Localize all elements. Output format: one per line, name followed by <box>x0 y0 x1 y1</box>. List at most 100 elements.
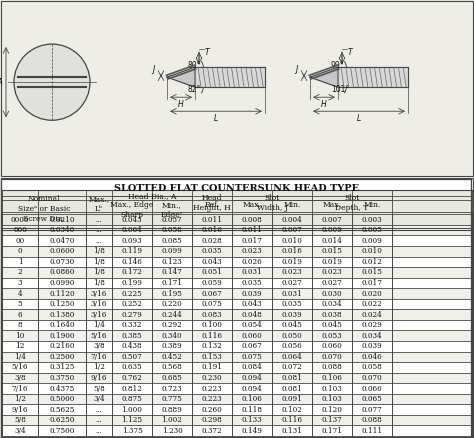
Text: 0.116: 0.116 <box>282 416 302 424</box>
Text: 0.004: 0.004 <box>282 215 302 224</box>
Circle shape <box>14 44 90 120</box>
Text: 0.043: 0.043 <box>242 300 262 308</box>
Text: 0.5625: 0.5625 <box>49 406 75 413</box>
Text: 000: 000 <box>13 226 27 234</box>
Text: 0.028: 0.028 <box>201 237 222 245</box>
Bar <box>2 415 472 425</box>
Text: Slot
Width, J: Slot Width, J <box>256 194 287 212</box>
Text: 0.053: 0.053 <box>322 332 342 340</box>
Text: 0.051: 0.051 <box>201 268 222 276</box>
Text: 7/16: 7/16 <box>12 385 28 392</box>
Text: 0.043: 0.043 <box>202 258 222 266</box>
Text: 0.070: 0.070 <box>322 353 342 361</box>
Text: 1.125: 1.125 <box>121 416 143 424</box>
Text: 0.093: 0.093 <box>122 237 142 245</box>
Text: 0.034: 0.034 <box>362 332 383 340</box>
Text: 0.037: 0.037 <box>162 215 182 224</box>
Text: 3/16: 3/16 <box>91 290 107 297</box>
Text: 0000: 0000 <box>11 215 29 224</box>
Text: 1.000: 1.000 <box>121 406 143 413</box>
Text: 0.064: 0.064 <box>282 353 302 361</box>
Polygon shape <box>195 67 265 87</box>
Text: J: J <box>153 65 155 74</box>
Text: 0.008: 0.008 <box>242 215 263 224</box>
Text: 0.075: 0.075 <box>242 353 263 361</box>
Text: 0.0730: 0.0730 <box>49 258 74 266</box>
Text: 0.035: 0.035 <box>282 300 302 308</box>
Text: 0.007: 0.007 <box>322 215 342 224</box>
Text: 0.065: 0.065 <box>362 395 383 403</box>
Polygon shape <box>310 67 338 87</box>
Text: 0.007: 0.007 <box>282 226 302 234</box>
Text: 0.146: 0.146 <box>121 258 143 266</box>
Text: 0.875: 0.875 <box>122 395 142 403</box>
Text: 0.279: 0.279 <box>122 311 142 318</box>
Text: 0.385: 0.385 <box>122 332 142 340</box>
Text: 0.3750: 0.3750 <box>49 374 74 382</box>
Text: 3/4: 3/4 <box>14 427 26 435</box>
Text: ...: ... <box>96 406 102 413</box>
Text: 0.094: 0.094 <box>242 374 263 382</box>
Text: 0.015: 0.015 <box>321 247 342 255</box>
Text: 0.045: 0.045 <box>282 321 302 329</box>
Text: 5: 5 <box>18 300 22 308</box>
Text: 0.017: 0.017 <box>242 237 263 245</box>
Text: 0.023: 0.023 <box>282 268 302 276</box>
Text: 2: 2 <box>18 268 22 276</box>
Text: 3/16: 3/16 <box>91 300 107 308</box>
Text: 10: 10 <box>15 332 25 340</box>
Text: 0.059: 0.059 <box>201 279 222 287</box>
Text: 0.020: 0.020 <box>362 290 383 297</box>
Text: 0.050: 0.050 <box>282 332 302 340</box>
Text: 0.060: 0.060 <box>322 342 342 350</box>
Text: 0.106: 0.106 <box>321 374 342 382</box>
Text: 0.252: 0.252 <box>122 300 142 308</box>
Text: 0.149: 0.149 <box>242 427 263 435</box>
Text: 0.039: 0.039 <box>242 290 262 297</box>
Text: 82°: 82° <box>188 85 201 94</box>
Text: 0.118: 0.118 <box>241 406 263 413</box>
Text: 7/16: 7/16 <box>91 353 107 361</box>
Text: T: T <box>348 48 353 57</box>
Text: 0.0470: 0.0470 <box>49 237 75 245</box>
Text: 0.029: 0.029 <box>362 321 383 329</box>
Text: 0.081: 0.081 <box>282 374 302 382</box>
Text: 0.100: 0.100 <box>201 321 222 329</box>
Text: 0.058: 0.058 <box>362 364 383 371</box>
Text: 0.340: 0.340 <box>162 332 182 340</box>
Polygon shape <box>338 67 408 87</box>
Text: Min.: Min. <box>363 201 381 209</box>
Text: 0.244: 0.244 <box>162 311 182 318</box>
Text: 0.083: 0.083 <box>202 311 222 318</box>
Bar <box>2 267 472 278</box>
Text: 0.2500: 0.2500 <box>49 353 75 361</box>
Bar <box>2 352 472 362</box>
Text: 1/4: 1/4 <box>14 353 26 361</box>
Text: 1.230: 1.230 <box>162 427 182 435</box>
Text: 0.332: 0.332 <box>122 321 142 329</box>
Text: 0.0990: 0.0990 <box>49 279 75 287</box>
Text: 0.081: 0.081 <box>282 385 302 392</box>
Text: 0.048: 0.048 <box>242 311 263 318</box>
Text: 1/8: 1/8 <box>93 258 105 266</box>
Text: 0.230: 0.230 <box>202 374 222 382</box>
Text: 1.375: 1.375 <box>122 427 142 435</box>
Text: 0.223: 0.223 <box>202 385 222 392</box>
Text: 0.153: 0.153 <box>201 353 222 361</box>
Text: 0.220: 0.220 <box>162 300 182 308</box>
Text: T: T <box>205 48 210 57</box>
Text: Max.: Max. <box>243 201 262 209</box>
Text: 1/2: 1/2 <box>14 395 26 403</box>
Text: 0.119: 0.119 <box>121 247 143 255</box>
Text: 0.039: 0.039 <box>282 311 302 318</box>
Text: 1/8: 1/8 <box>93 268 105 276</box>
Text: 0.012: 0.012 <box>362 258 383 266</box>
Text: 8: 8 <box>18 321 22 329</box>
Text: 0.389: 0.389 <box>162 342 182 350</box>
Text: 0.034: 0.034 <box>322 300 342 308</box>
Text: 0.016: 0.016 <box>282 247 302 255</box>
Text: 0.056: 0.056 <box>282 342 302 350</box>
Text: 0.1900: 0.1900 <box>49 332 75 340</box>
Text: 0.003: 0.003 <box>362 215 383 224</box>
Text: 0.298: 0.298 <box>201 416 222 424</box>
